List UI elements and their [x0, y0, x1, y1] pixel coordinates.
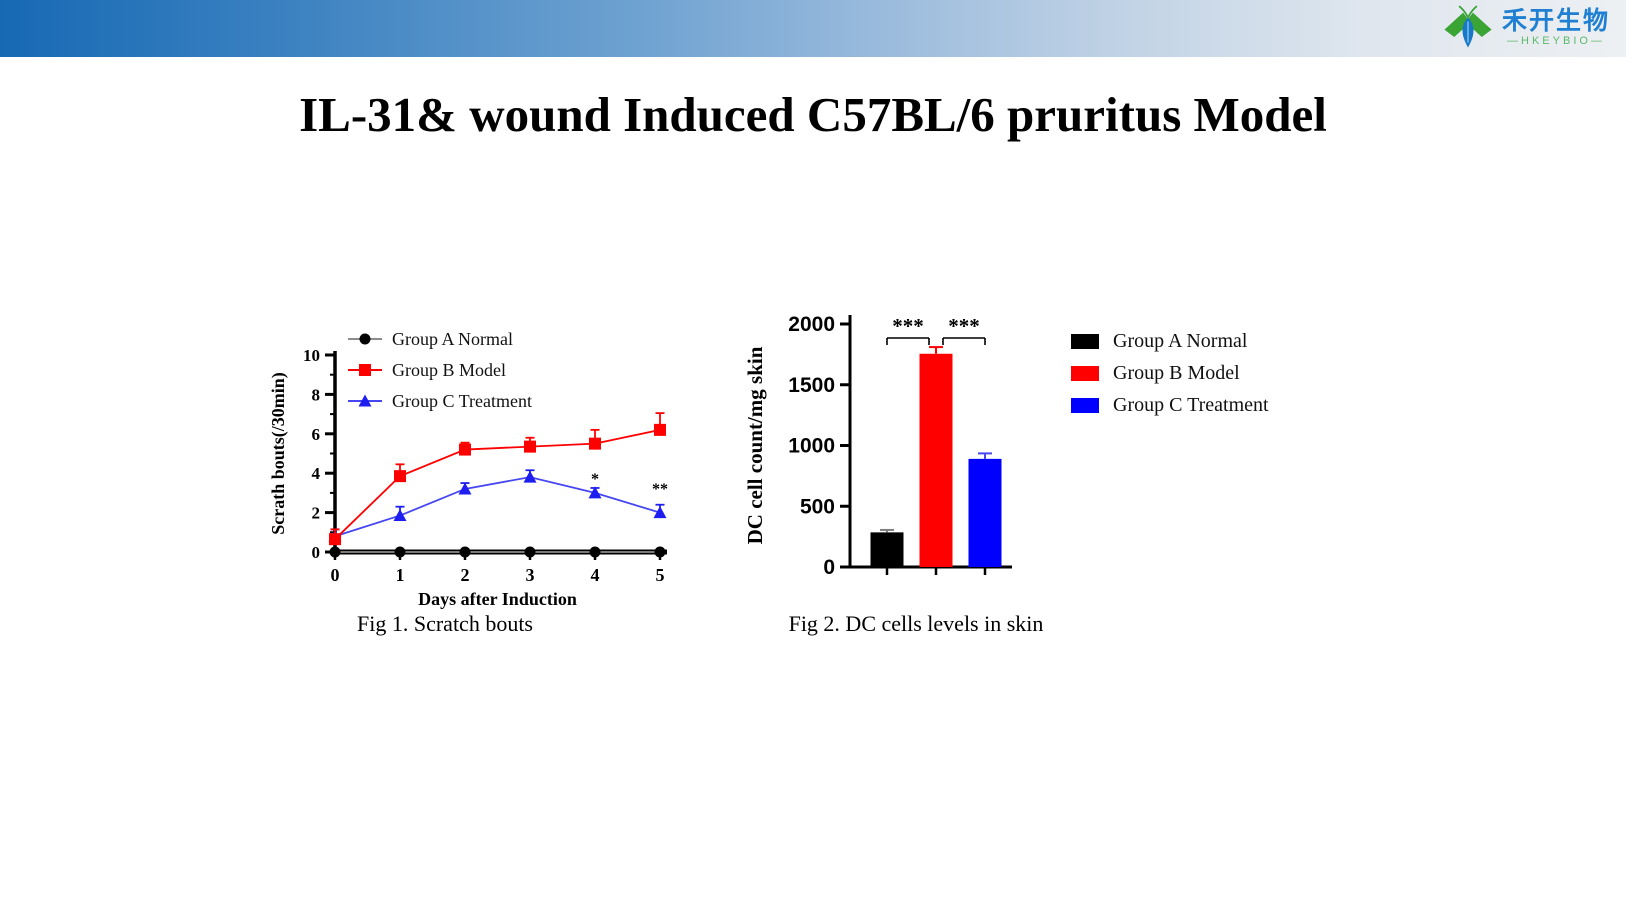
svg-text:1500: 1500 [788, 374, 835, 397]
fig1-xaxis-label: Days after Induction [418, 589, 577, 609]
fig2-bar-chart: 0 500 1000 1500 2000 DC cell count/mg skin ***… [740, 293, 1032, 589]
svg-text:**: ** [652, 481, 668, 498]
logo-leaf-icon [1444, 5, 1492, 48]
fig1-yaxis-label: Scrath bouts(/30min) [268, 372, 289, 535]
svg-text:0: 0 [331, 565, 340, 585]
svg-text:0: 0 [823, 556, 835, 579]
logo: 禾开生物 —HKEYBIO— [1442, 5, 1610, 51]
fig2-yaxis-label: DC cell count/mg skin [743, 346, 767, 544]
svg-text:8: 8 [312, 385, 321, 404]
svg-text:500: 500 [800, 495, 835, 518]
legend-label-group-c: Group C Treatment [1113, 393, 1269, 416]
series-group-a-normal [329, 546, 666, 558]
fig2-legend: Group A Normal Group B Model Group C Tre… [1071, 330, 1269, 416]
bar-group-b-model [919, 346, 953, 567]
svg-text:0: 0 [312, 543, 321, 562]
legend-item-group-a: Group A Normal [1071, 330, 1269, 352]
legend-swatch-group-b [1071, 365, 1099, 381]
svg-text:5: 5 [656, 565, 665, 585]
svg-text:Group A Normal: Group A Normal [392, 329, 513, 349]
svg-text:Group C Treatment: Group C Treatment [392, 391, 532, 411]
fig2-caption: Fig 2. DC cells levels in skin [788, 611, 1044, 636]
legend-label-group-b: Group B Model [1113, 361, 1240, 384]
legend-item-group-c: Group C Treatment [1071, 394, 1269, 416]
legend-label-group-a: Group A Normal [1113, 329, 1248, 352]
svg-text:1000: 1000 [788, 435, 835, 458]
svg-text:4: 4 [312, 464, 321, 483]
svg-text:2000: 2000 [788, 313, 835, 336]
page-title: IL-31& wound Induced C57BL/6 pruritus Mo… [299, 87, 1327, 142]
fig1-caption: Fig 1. Scratch bouts [357, 611, 533, 636]
svg-text:Group B Model: Group B Model [392, 360, 506, 380]
svg-text:2: 2 [461, 565, 470, 585]
bar-group-a-normal [870, 528, 904, 567]
svg-text:6: 6 [312, 425, 321, 444]
logo-company-name: 禾开生物 [1501, 7, 1610, 35]
legend-item-group-b: Group B Model [1071, 362, 1269, 384]
fig1-line-chart: 0 2 4 6 8 10 0 1 2 3 4 5 Days after Induction Scrath … [268, 300, 692, 612]
bar-group-c-treatment [968, 452, 1002, 567]
fig2-bar-chart-svg: 0 500 1000 1500 2000 DC cell count/mg skin ***… [743, 313, 1012, 579]
svg-text:10: 10 [303, 346, 320, 365]
legend-swatch-group-a [1071, 333, 1099, 349]
svg-text:3: 3 [526, 565, 535, 585]
header-bar: 禾开生物 —HKEYBIO— [0, 0, 1626, 57]
svg-text:*: * [591, 471, 599, 488]
svg-text:***: *** [948, 314, 980, 338]
logo-company-abbr: —HKEYBIO— [1507, 35, 1605, 47]
legend-swatch-group-c [1071, 397, 1099, 413]
series-group-c-treatment [328, 469, 667, 542]
svg-text:1: 1 [396, 565, 405, 585]
svg-text:2: 2 [312, 504, 321, 523]
logo-text: 禾开生物 —HKEYBIO— [1502, 8, 1610, 48]
svg-text:***: *** [892, 314, 924, 338]
series-group-b-model [329, 412, 666, 546]
fig1-line-chart-svg: 0 2 4 6 8 10 0 1 2 3 4 5 Days after Induction Scrath … [268, 329, 668, 609]
svg-text:4: 4 [591, 565, 600, 585]
